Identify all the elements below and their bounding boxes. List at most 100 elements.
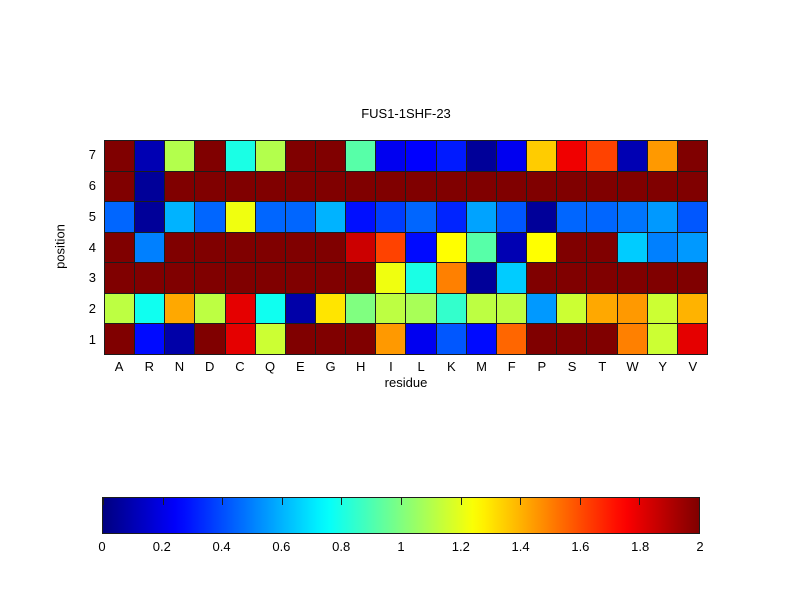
heatmap-cell <box>316 171 346 202</box>
colorbar-tick <box>162 498 164 505</box>
heatmap-cell <box>316 202 346 232</box>
heatmap-cell <box>105 324 135 354</box>
x-tick-label: L <box>417 359 425 374</box>
heatmap-cell <box>436 202 466 232</box>
heatmap-cell <box>406 202 436 232</box>
heatmap-cell <box>527 171 557 202</box>
colorbar-tick-label: 0.6 <box>272 539 291 554</box>
heatmap-cell <box>617 171 647 202</box>
heatmap-cell <box>285 141 316 171</box>
heatmap-cell <box>105 202 135 232</box>
heatmap-cell <box>195 171 225 202</box>
colorbar-tick-label: 1.6 <box>571 539 590 554</box>
heatmap-cell <box>346 324 376 354</box>
heatmap-cell <box>647 324 677 354</box>
heatmap-cell <box>376 232 406 263</box>
x-tick-label: W <box>626 359 639 374</box>
heatmap-cell <box>376 171 406 202</box>
heatmap-cell <box>255 202 285 232</box>
heatmap-cell <box>255 171 285 202</box>
heatmap-cell <box>165 202 195 232</box>
x-tick-label: V <box>688 359 698 374</box>
heatmap-cell <box>677 263 707 293</box>
heatmap-cell <box>496 324 527 354</box>
colorbar-tick-label: 1.2 <box>451 539 470 554</box>
x-tick-label: Q <box>265 359 276 374</box>
heatmap-cell <box>376 141 406 171</box>
heatmap-cell <box>225 232 255 263</box>
heatmap-cell <box>225 324 255 354</box>
chart-title: FUS1-1SHF-23 <box>361 106 451 121</box>
heatmap-cell <box>496 202 527 232</box>
colorbar <box>102 497 700 534</box>
heatmap-cell <box>346 232 376 263</box>
heatmap-cell <box>617 263 647 293</box>
heatmap-cell <box>225 263 255 293</box>
x-tick-label: N <box>174 359 185 374</box>
colorbar-tick-label: 0.2 <box>152 539 171 554</box>
heatmap-cell <box>527 293 557 324</box>
heatmap-cell <box>165 293 195 324</box>
heatmap-cell <box>527 263 557 293</box>
colorbar-tick-label: 1.4 <box>511 539 530 554</box>
heatmap-cell <box>436 324 466 354</box>
heatmap-cell <box>496 263 527 293</box>
heatmap-cell <box>466 293 496 324</box>
heatmap-cell <box>617 232 647 263</box>
colorbar-tick <box>401 498 402 505</box>
heatmap-cell <box>557 324 587 354</box>
heatmap-cell <box>135 202 165 232</box>
heatmap-cell <box>135 263 165 293</box>
heatmap-cell <box>255 232 285 263</box>
heatmap-cell <box>165 171 195 202</box>
heatmap-cell <box>647 293 677 324</box>
heatmap-cell <box>105 232 135 263</box>
heatmap-cell <box>285 232 316 263</box>
heatmap-cell <box>587 293 617 324</box>
heatmap-cell <box>647 171 677 202</box>
heatmap-cell <box>135 293 165 324</box>
heatmap-cell <box>527 202 557 232</box>
heatmap-cell <box>677 171 707 202</box>
x-tick-label: Y <box>658 359 668 374</box>
heatmap-cell <box>255 263 285 293</box>
heatmap-plot <box>104 140 708 355</box>
heatmap-cell <box>346 141 376 171</box>
heatmap-cell <box>105 293 135 324</box>
heatmap-cell <box>135 232 165 263</box>
x-tick-label: R <box>144 359 154 374</box>
x-tick-label: K <box>446 359 456 374</box>
colorbar-tick <box>103 498 104 505</box>
heatmap-cell <box>195 293 225 324</box>
y-tick-label: 7 <box>88 147 96 163</box>
heatmap-cell <box>316 324 346 354</box>
heatmap-cell <box>647 232 677 263</box>
heatmap-cell <box>587 202 617 232</box>
heatmap-cell <box>496 171 527 202</box>
heatmap-cell <box>587 232 617 263</box>
x-tick-label: E <box>295 359 305 374</box>
heatmap-cell <box>527 232 557 263</box>
heatmap-cell <box>436 171 466 202</box>
heatmap-cell <box>587 263 617 293</box>
x-tick-label: F <box>507 359 516 374</box>
heatmap-cell <box>406 324 436 354</box>
heatmap-cell <box>647 141 677 171</box>
heatmap-cell <box>557 293 587 324</box>
heatmap-cell <box>527 141 557 171</box>
heatmap-cell <box>165 263 195 293</box>
x-tick-label: M <box>476 359 487 374</box>
heatmap-cell <box>225 171 255 202</box>
y-tick-label: 4 <box>88 239 96 255</box>
heatmap-cell <box>557 141 587 171</box>
heatmap-cell <box>376 324 406 354</box>
heatmap-cell <box>135 141 165 171</box>
heatmap-cell <box>466 202 496 232</box>
heatmap-cell <box>436 141 466 171</box>
heatmap-cell <box>135 171 165 202</box>
heatmap-cell <box>316 141 346 171</box>
x-tick-label: D <box>204 359 215 374</box>
colorbar-tick <box>222 498 224 505</box>
heatmap-cell <box>255 324 285 354</box>
